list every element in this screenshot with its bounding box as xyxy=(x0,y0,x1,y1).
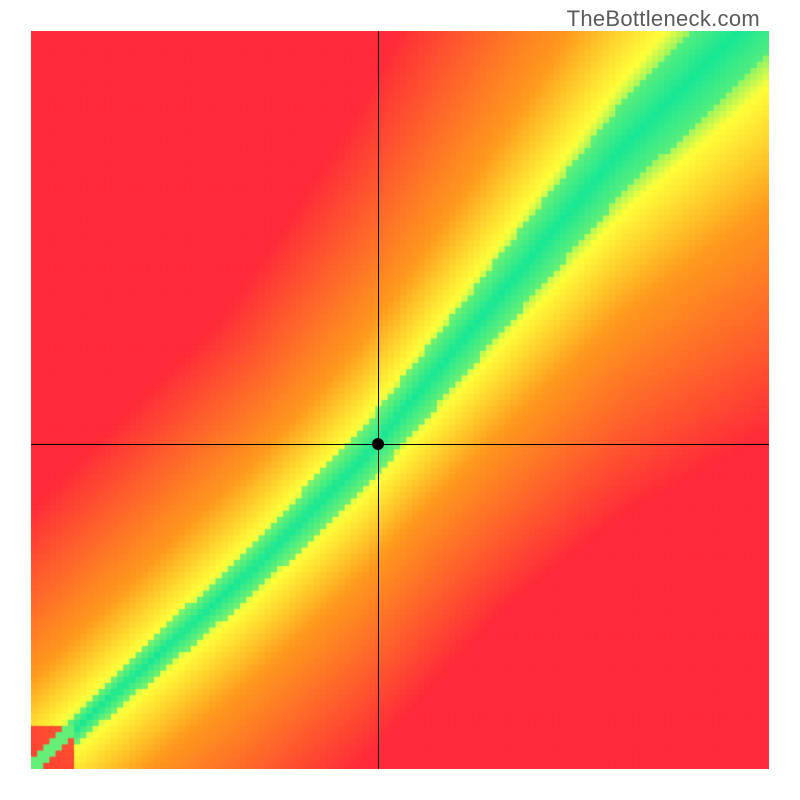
chart-container: TheBottleneck.com xyxy=(0,0,800,800)
crosshair-vertical xyxy=(378,31,379,769)
crosshair-horizontal xyxy=(31,444,769,445)
watermark-text: TheBottleneck.com xyxy=(567,6,760,32)
crosshair-point xyxy=(372,438,384,450)
heatmap-plot xyxy=(31,31,769,769)
heatmap-canvas xyxy=(31,31,769,769)
